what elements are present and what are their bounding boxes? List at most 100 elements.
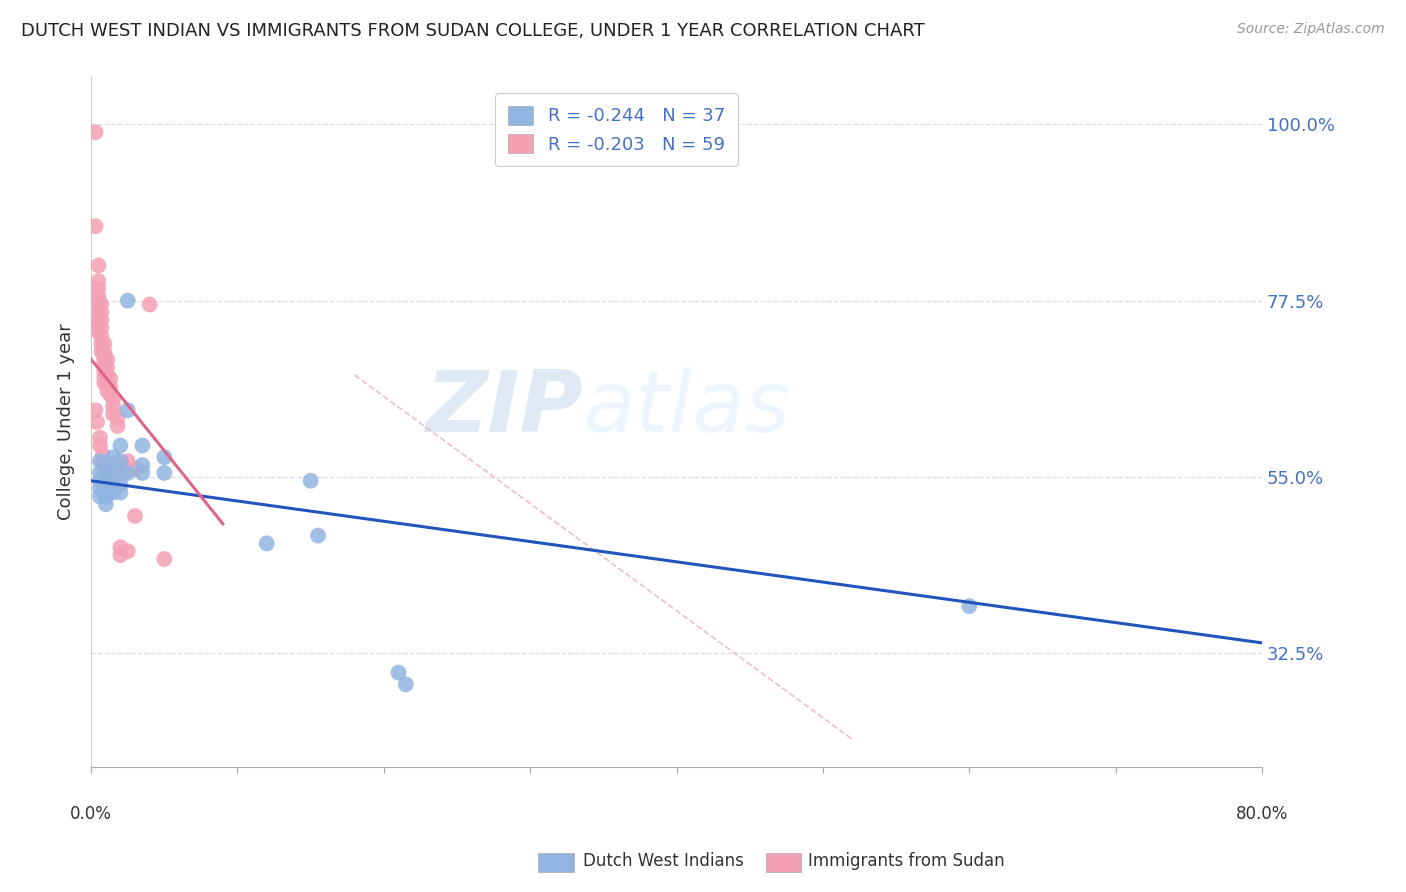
Point [94,497,117,511]
Point [87,297,110,311]
Point [84,219,107,234]
Point [89,438,111,452]
Point [387,665,409,680]
Text: Immigrants from Sudan: Immigrants from Sudan [808,852,1005,870]
Point [124,462,146,476]
Point [96,368,118,382]
Point [90,336,112,351]
Point [91,448,114,462]
Point [84,403,107,417]
Point [957,599,980,613]
Point [90,305,112,319]
Point [110,438,132,452]
Point [110,477,132,491]
Point [96,352,118,367]
Point [117,466,139,480]
Point [87,259,110,273]
Point [153,552,176,566]
Point [97,474,120,488]
Point [84,125,107,139]
Point [131,458,153,472]
Point [153,466,176,480]
Point [101,474,124,488]
Point [94,490,117,504]
Point [93,344,115,359]
Point [87,305,110,319]
Point [131,466,153,480]
Point [101,407,124,421]
Point [110,541,132,555]
Point [89,482,111,496]
Point [87,282,110,296]
Point [94,466,117,480]
Point [93,369,115,384]
Point [101,458,124,472]
Point [110,548,132,562]
Point [89,466,111,480]
Point [98,387,121,401]
Point [256,536,278,550]
Point [89,431,111,445]
Point [112,466,135,480]
Point [138,297,160,311]
Point [97,466,120,480]
Point [117,403,139,417]
Point [117,544,139,558]
Legend: R = -0.244   N = 37, R = -0.203   N = 59: R = -0.244 N = 37, R = -0.203 N = 59 [495,94,738,167]
Point [117,454,139,468]
Point [96,376,118,390]
Text: ZIP: ZIP [425,367,583,450]
Point [307,528,329,542]
Point [90,297,112,311]
Point [110,454,132,468]
Point [86,415,108,429]
Point [93,352,115,367]
Point [87,313,110,327]
Point [94,474,117,488]
Point [117,293,139,308]
Point [395,677,418,691]
Point [93,364,115,378]
Text: Source: ZipAtlas.com: Source: ZipAtlas.com [1237,22,1385,37]
Point [89,474,111,488]
Point [107,419,129,434]
Point [107,466,129,480]
Point [110,485,132,500]
Point [90,313,112,327]
Point [94,482,117,496]
Point [94,458,117,472]
Y-axis label: College, Under 1 year: College, Under 1 year [58,324,75,520]
Point [110,466,132,480]
Text: atlas: atlas [583,367,790,450]
Point [90,321,112,335]
Point [98,372,121,386]
Point [89,490,111,504]
Point [112,458,135,472]
Point [93,348,115,362]
Point [98,380,121,394]
Text: 0.0%: 0.0% [70,805,112,823]
Point [299,474,322,488]
Point [90,329,112,343]
Text: DUTCH WEST INDIAN VS IMMIGRANTS FROM SUDAN COLLEGE, UNDER 1 YEAR CORRELATION CHA: DUTCH WEST INDIAN VS IMMIGRANTS FROM SUD… [21,22,925,40]
Point [93,336,115,351]
Point [87,274,110,288]
Point [101,392,124,406]
Point [87,325,110,339]
Point [87,317,110,331]
Point [101,400,124,414]
Point [96,384,118,398]
Point [93,376,115,390]
Point [101,485,124,500]
Point [90,344,112,359]
Text: Dutch West Indians: Dutch West Indians [583,852,744,870]
Point [93,356,115,370]
Point [89,454,111,468]
Point [131,438,153,452]
Point [124,508,146,523]
Point [91,456,114,470]
Point [101,450,124,465]
Point [96,360,118,375]
Point [87,290,110,304]
Text: 80.0%: 80.0% [1236,805,1288,823]
